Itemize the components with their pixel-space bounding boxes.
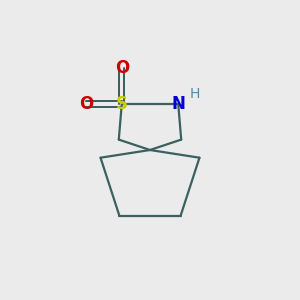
Text: N: N	[171, 95, 185, 113]
Text: O: O	[115, 59, 129, 77]
Text: O: O	[79, 95, 93, 113]
Text: H: H	[189, 86, 200, 100]
Text: S: S	[116, 95, 128, 113]
